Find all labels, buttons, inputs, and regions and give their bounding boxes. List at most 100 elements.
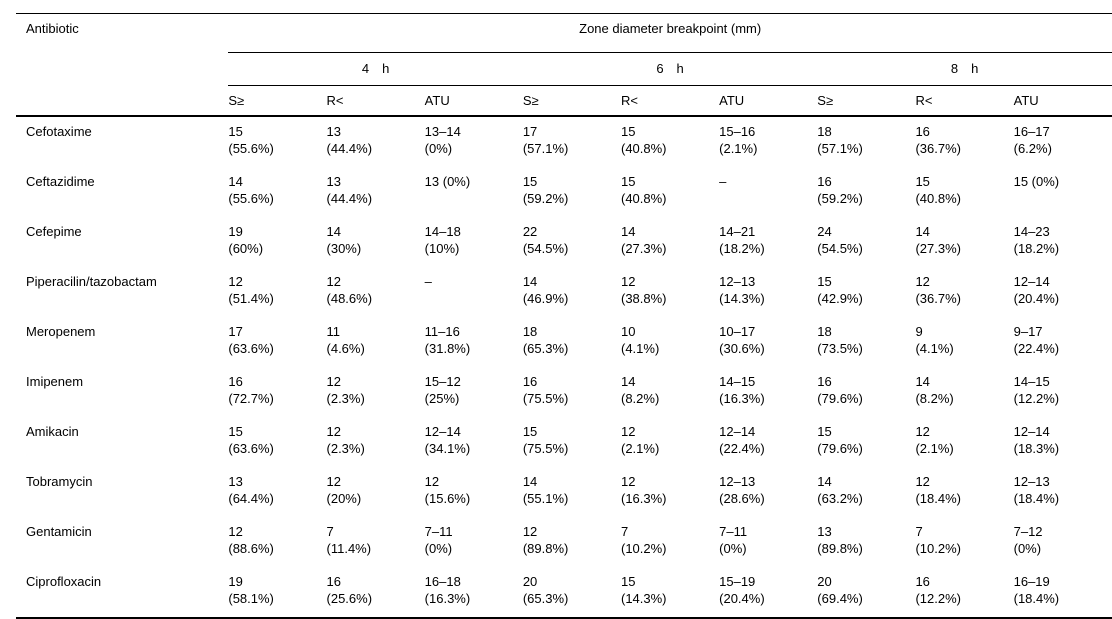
- breakpoint-value: 14–23: [1013, 224, 1050, 239]
- breakpoint-value: 12: [228, 524, 243, 539]
- breakpoint-percent: (89.8%): [522, 541, 569, 556]
- breakpoint-percent: (65.3%): [522, 341, 569, 356]
- breakpoint-percent: (2.3%): [326, 391, 365, 406]
- breakpoint-cell: 14 (55.1%): [523, 467, 621, 517]
- breakpoint-value: 12–14: [719, 424, 756, 439]
- table-body: Cefotaxime 15 (55.6%) 13 (44.4%) 13–14 (0%) 17(…: [16, 116, 1112, 619]
- breakpoint-cell: 11 (4.6%): [327, 317, 425, 367]
- breakpoint-percent: (8.2%): [620, 391, 660, 406]
- breakpoint-value: 15: [522, 174, 538, 189]
- breakpoint-percent: (18.2%): [719, 241, 765, 256]
- breakpoint-cell: 10–17 (30.6%): [719, 317, 817, 367]
- time-group-8h: 8 h: [817, 52, 1112, 86]
- breakpoint-percent: (79.6%): [817, 441, 863, 456]
- breakpoint-value: 12: [522, 524, 538, 539]
- breakpoint-value: 17: [522, 124, 538, 139]
- breakpoint-value: 14: [522, 274, 538, 289]
- breakpoint-cell: 15 (14.3%): [620, 567, 720, 619]
- breakpoint-cell: –: [425, 267, 523, 317]
- breakpoint-percent: (12.2%): [1013, 391, 1060, 406]
- breakpoint-percent: (59.2%): [522, 191, 569, 206]
- breakpoint-value: 15: [228, 424, 243, 439]
- zone-diameter-breakpoint-table: Antibiotic Zone diameter breakpoint (mm)…: [16, 13, 1112, 619]
- breakpoint-percent: (11.4%): [326, 541, 372, 556]
- breakpoint-percent: (12.2%): [915, 591, 961, 606]
- breakpoint-cell: 7–12 (0%): [1014, 517, 1112, 567]
- breakpoint-percent: (0%): [719, 541, 747, 556]
- breakpoint-value: 12–14: [424, 424, 461, 439]
- breakpoint-percent: (10.2%): [620, 541, 667, 556]
- breakpoint-value: 16: [228, 374, 243, 389]
- breakpoint-value: 14: [326, 224, 341, 239]
- breakpoint-value: 16: [817, 374, 832, 389]
- breakpoint-percent: (59.2%): [817, 191, 863, 206]
- breakpoint-value: 18: [522, 324, 538, 339]
- antibiotic-name: Tobramycin: [26, 474, 93, 489]
- breakpoint-value: 14: [817, 474, 832, 489]
- breakpoint-value: 13: [817, 524, 832, 539]
- breakpoint-value: 16–17: [1013, 124, 1050, 139]
- breakpoint-cell: 12 (38.8%): [621, 267, 719, 317]
- breakpoint-percent: (18.4%): [1013, 591, 1060, 606]
- breakpoint-cell: 15 (59.2%): [523, 167, 621, 217]
- breakpoint-value: 15: [228, 124, 243, 139]
- breakpoint-percent: (40.8%): [915, 191, 961, 206]
- breakpoint-percent: (30.6%): [719, 341, 765, 356]
- breakpoint-percent: (36.7%): [915, 141, 961, 156]
- breakpoint-percent: (72.7%): [228, 391, 274, 406]
- breakpoint-cell: 11–16 (31.8%): [425, 317, 523, 367]
- breakpoint-value: 16: [817, 174, 832, 189]
- breakpoint-cell: 13 (89.8%): [817, 517, 915, 567]
- breakpoint-value: 12–14: [1013, 424, 1050, 439]
- breakpoint-cell: 15 (40.8%): [621, 116, 719, 167]
- breakpoint-value: 7–11: [719, 524, 748, 539]
- breakpoint-percent: (2.3%): [326, 441, 365, 456]
- breakpoint-cell: 14–21 (18.2%): [719, 217, 817, 267]
- breakpoint-value: 16: [522, 374, 538, 389]
- breakpoint-cell: 14–18 (10%): [425, 217, 523, 267]
- breakpoint-value: 13: [228, 474, 243, 489]
- breakpoint-value: 12: [620, 474, 636, 489]
- breakpoint-percent: (75.5%): [522, 441, 569, 456]
- breakpoint-percent: (18.4%): [915, 491, 961, 506]
- breakpoint-percent: (73.5%): [817, 341, 863, 356]
- breakpoint-cell: 16 (12.2%): [915, 567, 1014, 619]
- breakpoint-cell: 13 (44.4%): [327, 116, 425, 167]
- breakpoint-percent: (51.4%): [228, 291, 274, 306]
- breakpoint-cell: 12–13 (14.3%): [719, 267, 817, 317]
- breakpoint-percent: [425, 290, 523, 307]
- breakpoint-percent: (63.2%): [817, 491, 863, 506]
- breakpoint-cell: 14 (27.3%): [621, 217, 719, 267]
- breakpoint-percent: (0%): [1013, 541, 1042, 556]
- col-header-r-8h: R<: [915, 85, 1014, 117]
- breakpoint-cell: 12 (88.6%): [228, 517, 326, 567]
- breakpoint-value: 24: [817, 224, 832, 239]
- breakpoint-value: 15–12: [424, 374, 461, 389]
- breakpoint-value: 14: [620, 374, 636, 389]
- breakpoint-percent: [1014, 190, 1112, 207]
- breakpoint-percent: (27.3%): [915, 241, 961, 256]
- breakpoint-percent: (28.6%): [719, 491, 765, 506]
- breakpoint-value: 13–14: [424, 124, 461, 139]
- breakpoint-cell: 12 (16.3%): [621, 467, 719, 517]
- table-row: Cefotaxime 15 (55.6%) 13 (44.4%) 13–14 (0%) 17 (…: [16, 116, 1112, 167]
- breakpoint-value: –: [719, 174, 727, 189]
- breakpoint-value: 17: [228, 324, 243, 339]
- breakpoint-percent: (54.5%): [522, 241, 569, 256]
- breakpoint-value: 10–17: [719, 324, 756, 339]
- breakpoint-cell: 20 (65.3%): [522, 567, 621, 619]
- breakpoint-percent: (4.1%): [620, 341, 660, 356]
- breakpoint-cell: 12–14 (20.4%): [1014, 267, 1112, 317]
- breakpoint-percent: (16.3%): [620, 491, 667, 506]
- breakpoint-value: 15 (0%): [1013, 174, 1060, 189]
- breakpoint-percent: [719, 190, 817, 207]
- breakpoint-value: 14–15: [719, 374, 756, 389]
- breakpoint-cell: 12 (51.4%): [228, 267, 326, 317]
- breakpoint-cell: 15 (40.8%): [915, 167, 1013, 217]
- breakpoint-percent: (79.6%): [817, 391, 863, 406]
- breakpoint-value: 13: [326, 124, 341, 139]
- breakpoint-percent: (60%): [228, 241, 264, 256]
- breakpoint-cell: 12 (18.4%): [915, 467, 1013, 517]
- breakpoint-cell: 13–14 (0%): [425, 116, 523, 167]
- breakpoint-value: 19: [228, 224, 243, 239]
